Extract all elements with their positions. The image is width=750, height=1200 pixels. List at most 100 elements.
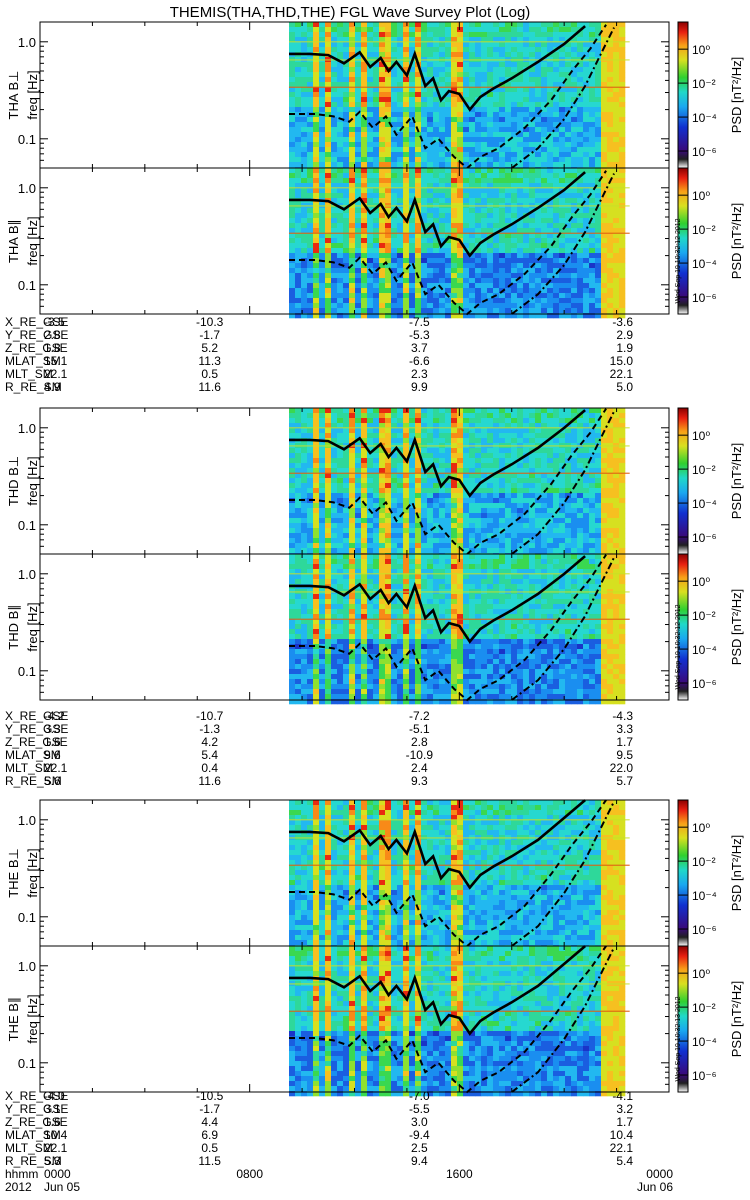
spectrogram-cell xyxy=(595,173,602,179)
spectrogram-cell xyxy=(451,193,458,199)
spectrogram-cell xyxy=(343,87,350,93)
spectrogram-cell xyxy=(445,193,452,199)
spectrogram-cell xyxy=(349,152,356,158)
spectrogram-cell xyxy=(301,418,308,424)
spectrogram-cell xyxy=(499,27,506,33)
spectrogram-cell xyxy=(517,77,524,83)
spectrogram-cell xyxy=(535,168,542,174)
spectrogram-cell xyxy=(565,208,572,214)
spectrogram-cell xyxy=(337,87,344,93)
spectrogram-cell xyxy=(445,52,452,58)
spectrogram-cell xyxy=(541,107,548,113)
spectrogram-cell xyxy=(463,428,470,434)
spectrogram-cell xyxy=(505,473,512,479)
spectrogram-cell xyxy=(517,238,524,244)
spectrogram-cell xyxy=(301,218,308,224)
spectrogram-cell xyxy=(301,72,308,78)
spectrogram-cell xyxy=(553,77,560,83)
spectrogram-cell xyxy=(571,112,578,118)
spectrogram-cell xyxy=(433,313,440,319)
spectrogram-cell xyxy=(349,188,356,194)
spectrogram-cell xyxy=(337,468,344,474)
spectrogram-cell xyxy=(307,298,314,304)
spectrogram-cell xyxy=(463,518,470,524)
spectrogram-cell xyxy=(529,258,536,264)
spectrogram-cell xyxy=(415,523,422,529)
spectrogram-cell xyxy=(547,548,554,554)
spectrogram-cell xyxy=(553,303,560,309)
spectrogram-cell xyxy=(547,97,554,103)
spectrogram-cell xyxy=(613,303,620,309)
spectrogram-cell xyxy=(457,293,464,299)
spectrogram-cell xyxy=(529,288,536,294)
spectrogram-cell xyxy=(547,293,554,299)
spectrogram-cell xyxy=(535,523,542,529)
spectrogram-cell xyxy=(403,543,410,549)
spectrogram-cell xyxy=(463,273,470,279)
spectrogram-cell xyxy=(343,117,350,123)
spectrogram-cell xyxy=(619,218,626,224)
spectrogram-cell xyxy=(409,458,416,464)
spectrogram-cell xyxy=(487,193,494,199)
spectrogram-cell xyxy=(379,82,386,88)
spectrogram-cell xyxy=(583,208,590,214)
spectrogram-cell xyxy=(577,293,584,299)
spectrogram-cell xyxy=(487,413,494,419)
spectrogram-cell xyxy=(487,127,494,133)
spectrogram-cell xyxy=(439,67,446,73)
spectrogram-cell xyxy=(469,298,476,304)
spectrogram-cell xyxy=(439,188,446,194)
colorbar xyxy=(677,21,689,169)
spectrogram-cell xyxy=(373,543,380,549)
spectrogram-cell xyxy=(373,173,380,179)
spectrogram-cell xyxy=(331,453,338,459)
spectrogram-cell xyxy=(499,238,506,244)
spectrogram-cell xyxy=(433,258,440,264)
spectrogram-cell xyxy=(457,428,464,434)
spectrogram-cell xyxy=(445,283,452,289)
spectrogram-cell xyxy=(295,258,302,264)
spectrogram-cell xyxy=(349,157,356,163)
spectrogram-cell xyxy=(571,468,578,474)
spectrogram-cell xyxy=(571,117,578,123)
spectrogram-cell xyxy=(289,62,296,68)
spectrogram-cell xyxy=(463,298,470,304)
spectrogram-cell xyxy=(553,157,560,163)
spectrogram-cell xyxy=(463,528,470,534)
spectrogram-cell xyxy=(565,428,572,434)
spectrogram-cell xyxy=(589,137,596,143)
spectrogram-cell xyxy=(367,278,374,284)
spectrogram-cell xyxy=(619,127,626,133)
spectrogram-cell xyxy=(475,52,482,58)
spectrogram-cell xyxy=(553,273,560,279)
spectrogram-cell xyxy=(403,37,410,43)
spectrogram-cell xyxy=(307,313,314,319)
spectrogram-cell xyxy=(583,268,590,274)
spectrogram-cell xyxy=(397,42,404,48)
spectrogram-cell xyxy=(595,293,602,299)
spectrogram-cell xyxy=(607,233,614,239)
spectrogram-cell xyxy=(499,498,506,504)
spectrogram-cell xyxy=(391,268,398,274)
spectrogram-cell xyxy=(613,67,620,73)
spectrogram-cell xyxy=(331,127,338,133)
spectrogram-cell xyxy=(409,137,416,143)
spectrogram-cell xyxy=(589,162,596,168)
spectrogram-cell xyxy=(343,293,350,299)
spectrogram-cell xyxy=(535,42,542,48)
spectrogram-cell xyxy=(613,157,620,163)
spectrogram-cell xyxy=(463,62,470,68)
spectrogram-cell xyxy=(373,288,380,294)
spectrogram-cell xyxy=(463,132,470,138)
spectrogram-cell xyxy=(325,408,332,414)
spectrogram-cell xyxy=(481,37,488,43)
spectrogram-cell xyxy=(457,268,464,274)
spectrogram-cell xyxy=(289,503,296,509)
spectrogram-cell xyxy=(295,428,302,434)
spectrogram-cell xyxy=(313,448,320,454)
spectrogram-cell xyxy=(289,303,296,309)
spectrogram-cell xyxy=(475,498,482,504)
spectrogram-cell xyxy=(307,223,314,229)
spectrogram-cell xyxy=(427,288,434,294)
spectrogram-cell xyxy=(421,278,428,284)
